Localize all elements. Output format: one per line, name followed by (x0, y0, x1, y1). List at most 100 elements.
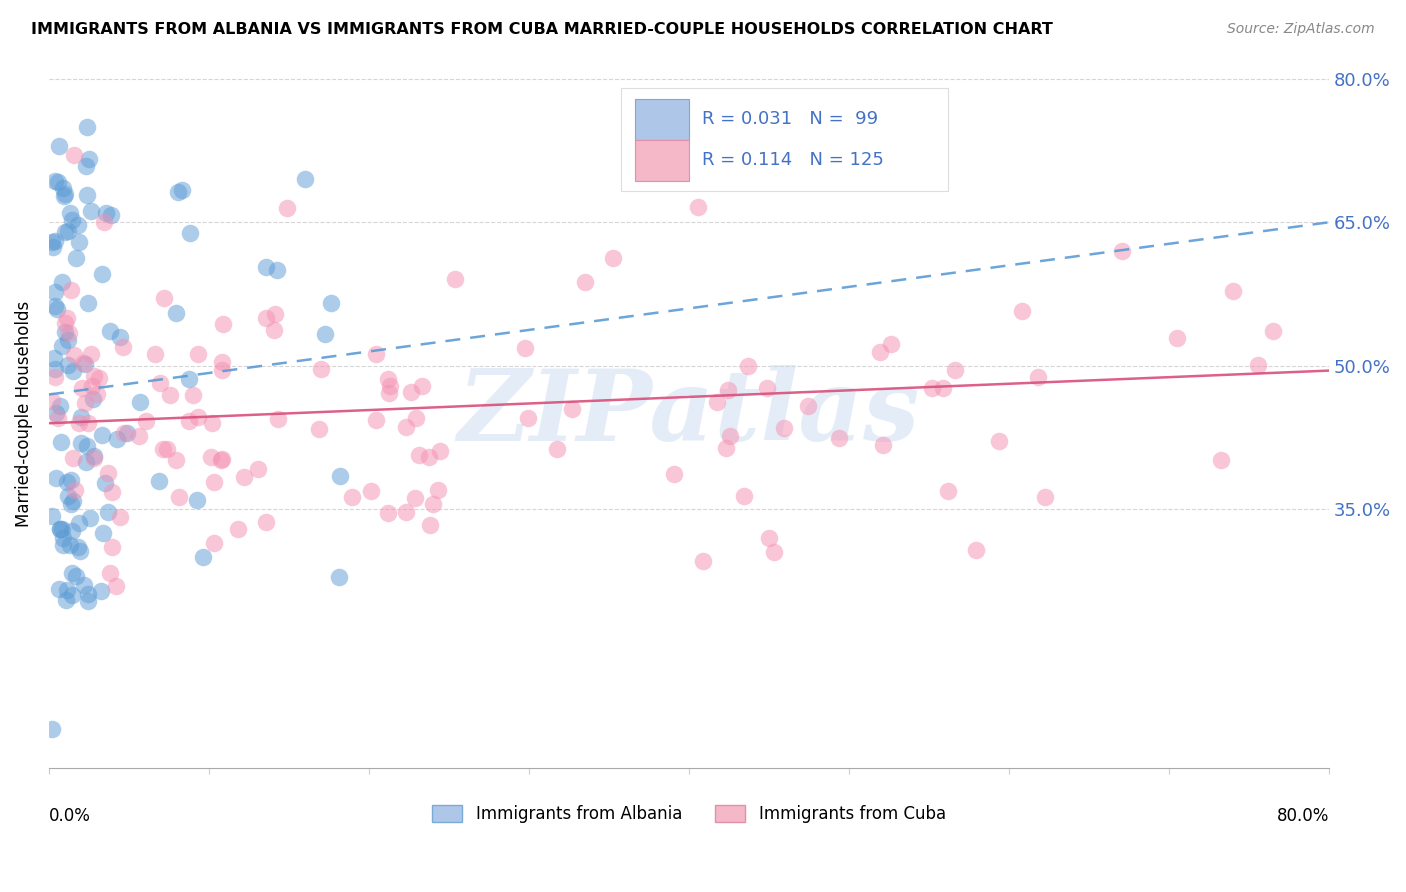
Point (444, 271, 467, 285)
Point (45, 471, 67, 485)
Point (360, 483, 382, 498)
Point (55, 593, 77, 607)
Point (94, 205, 117, 219)
Point (48, 582, 70, 596)
Point (720, 428, 742, 442)
Point (762, 545, 785, 559)
Point (211, 354, 233, 368)
Text: ZIPatlas: ZIPatlas (458, 366, 920, 462)
Point (209, 453, 232, 467)
Point (797, 400, 820, 414)
Point (706, 394, 728, 409)
Point (76, 587, 98, 601)
FancyBboxPatch shape (636, 140, 689, 181)
Point (69, 543, 91, 558)
Point (364, 347, 387, 361)
Point (377, 372, 399, 386)
Point (48, 138, 70, 153)
Point (83, 449, 105, 463)
Point (177, 414, 200, 428)
Point (869, 344, 891, 359)
Point (187, 346, 209, 360)
Point (79, 511, 101, 525)
Point (263, 323, 285, 337)
Point (51, 275, 73, 289)
Point (59, 205, 82, 219)
Point (1011, 304, 1033, 318)
Point (211, 317, 233, 331)
Point (73, 578, 96, 592)
Point (82, 378, 104, 392)
Point (1033, 490, 1056, 504)
Point (401, 384, 423, 399)
Point (170, 183, 193, 197)
Point (872, 438, 894, 452)
Point (377, 506, 399, 520)
Point (49, 435, 72, 450)
Point (72, 356, 94, 370)
Point (80, 203, 103, 218)
Point (56, 475, 79, 489)
Point (53, 226, 76, 240)
Point (48, 522, 70, 536)
Point (60, 497, 83, 511)
Point (105, 432, 128, 446)
Point (422, 497, 444, 511)
Point (880, 336, 903, 351)
Point (561, 401, 583, 416)
Point (62, 364, 84, 378)
Point (58, 333, 80, 347)
Point (52, 531, 75, 545)
Point (202, 536, 225, 550)
Point (773, 421, 796, 435)
Point (86, 387, 108, 401)
Point (965, 543, 987, 558)
Point (179, 372, 201, 386)
Point (254, 260, 277, 274)
Point (67, 516, 90, 531)
Point (200, 450, 222, 465)
Point (166, 185, 188, 199)
Point (69, 409, 91, 424)
Point (41, 393, 63, 408)
Point (191, 549, 214, 564)
Point (101, 485, 124, 500)
Point (97, 466, 120, 480)
Point (58, 224, 80, 238)
Point (936, 484, 959, 499)
Point (91, 428, 114, 442)
Text: 0.0%: 0.0% (49, 806, 91, 824)
Point (366, 413, 388, 427)
Point (932, 381, 955, 395)
Point (60, 474, 83, 488)
Point (55, 186, 77, 201)
Point (276, 201, 298, 215)
Point (93, 215, 115, 229)
Point (186, 493, 208, 508)
Point (405, 410, 427, 425)
Point (46, 411, 69, 425)
Point (67, 235, 90, 249)
Point (165, 453, 187, 467)
Point (63, 348, 86, 362)
Point (108, 330, 131, 344)
Point (309, 362, 332, 376)
Point (79, 152, 101, 166)
Point (46, 301, 69, 316)
FancyBboxPatch shape (636, 98, 689, 140)
Point (44, 362, 66, 376)
Point (44, 174, 66, 188)
Point (1166, 331, 1188, 345)
Point (76, 188, 98, 202)
Point (232, 470, 254, 484)
Point (83, 369, 105, 384)
Text: R = 0.031   N =  99: R = 0.031 N = 99 (702, 110, 877, 128)
Point (517, 411, 540, 425)
Point (70, 435, 93, 450)
Point (44, 285, 66, 299)
Point (58, 326, 80, 340)
Point (76, 120, 98, 134)
Point (159, 387, 181, 401)
Point (340, 490, 363, 504)
Point (988, 434, 1011, 448)
